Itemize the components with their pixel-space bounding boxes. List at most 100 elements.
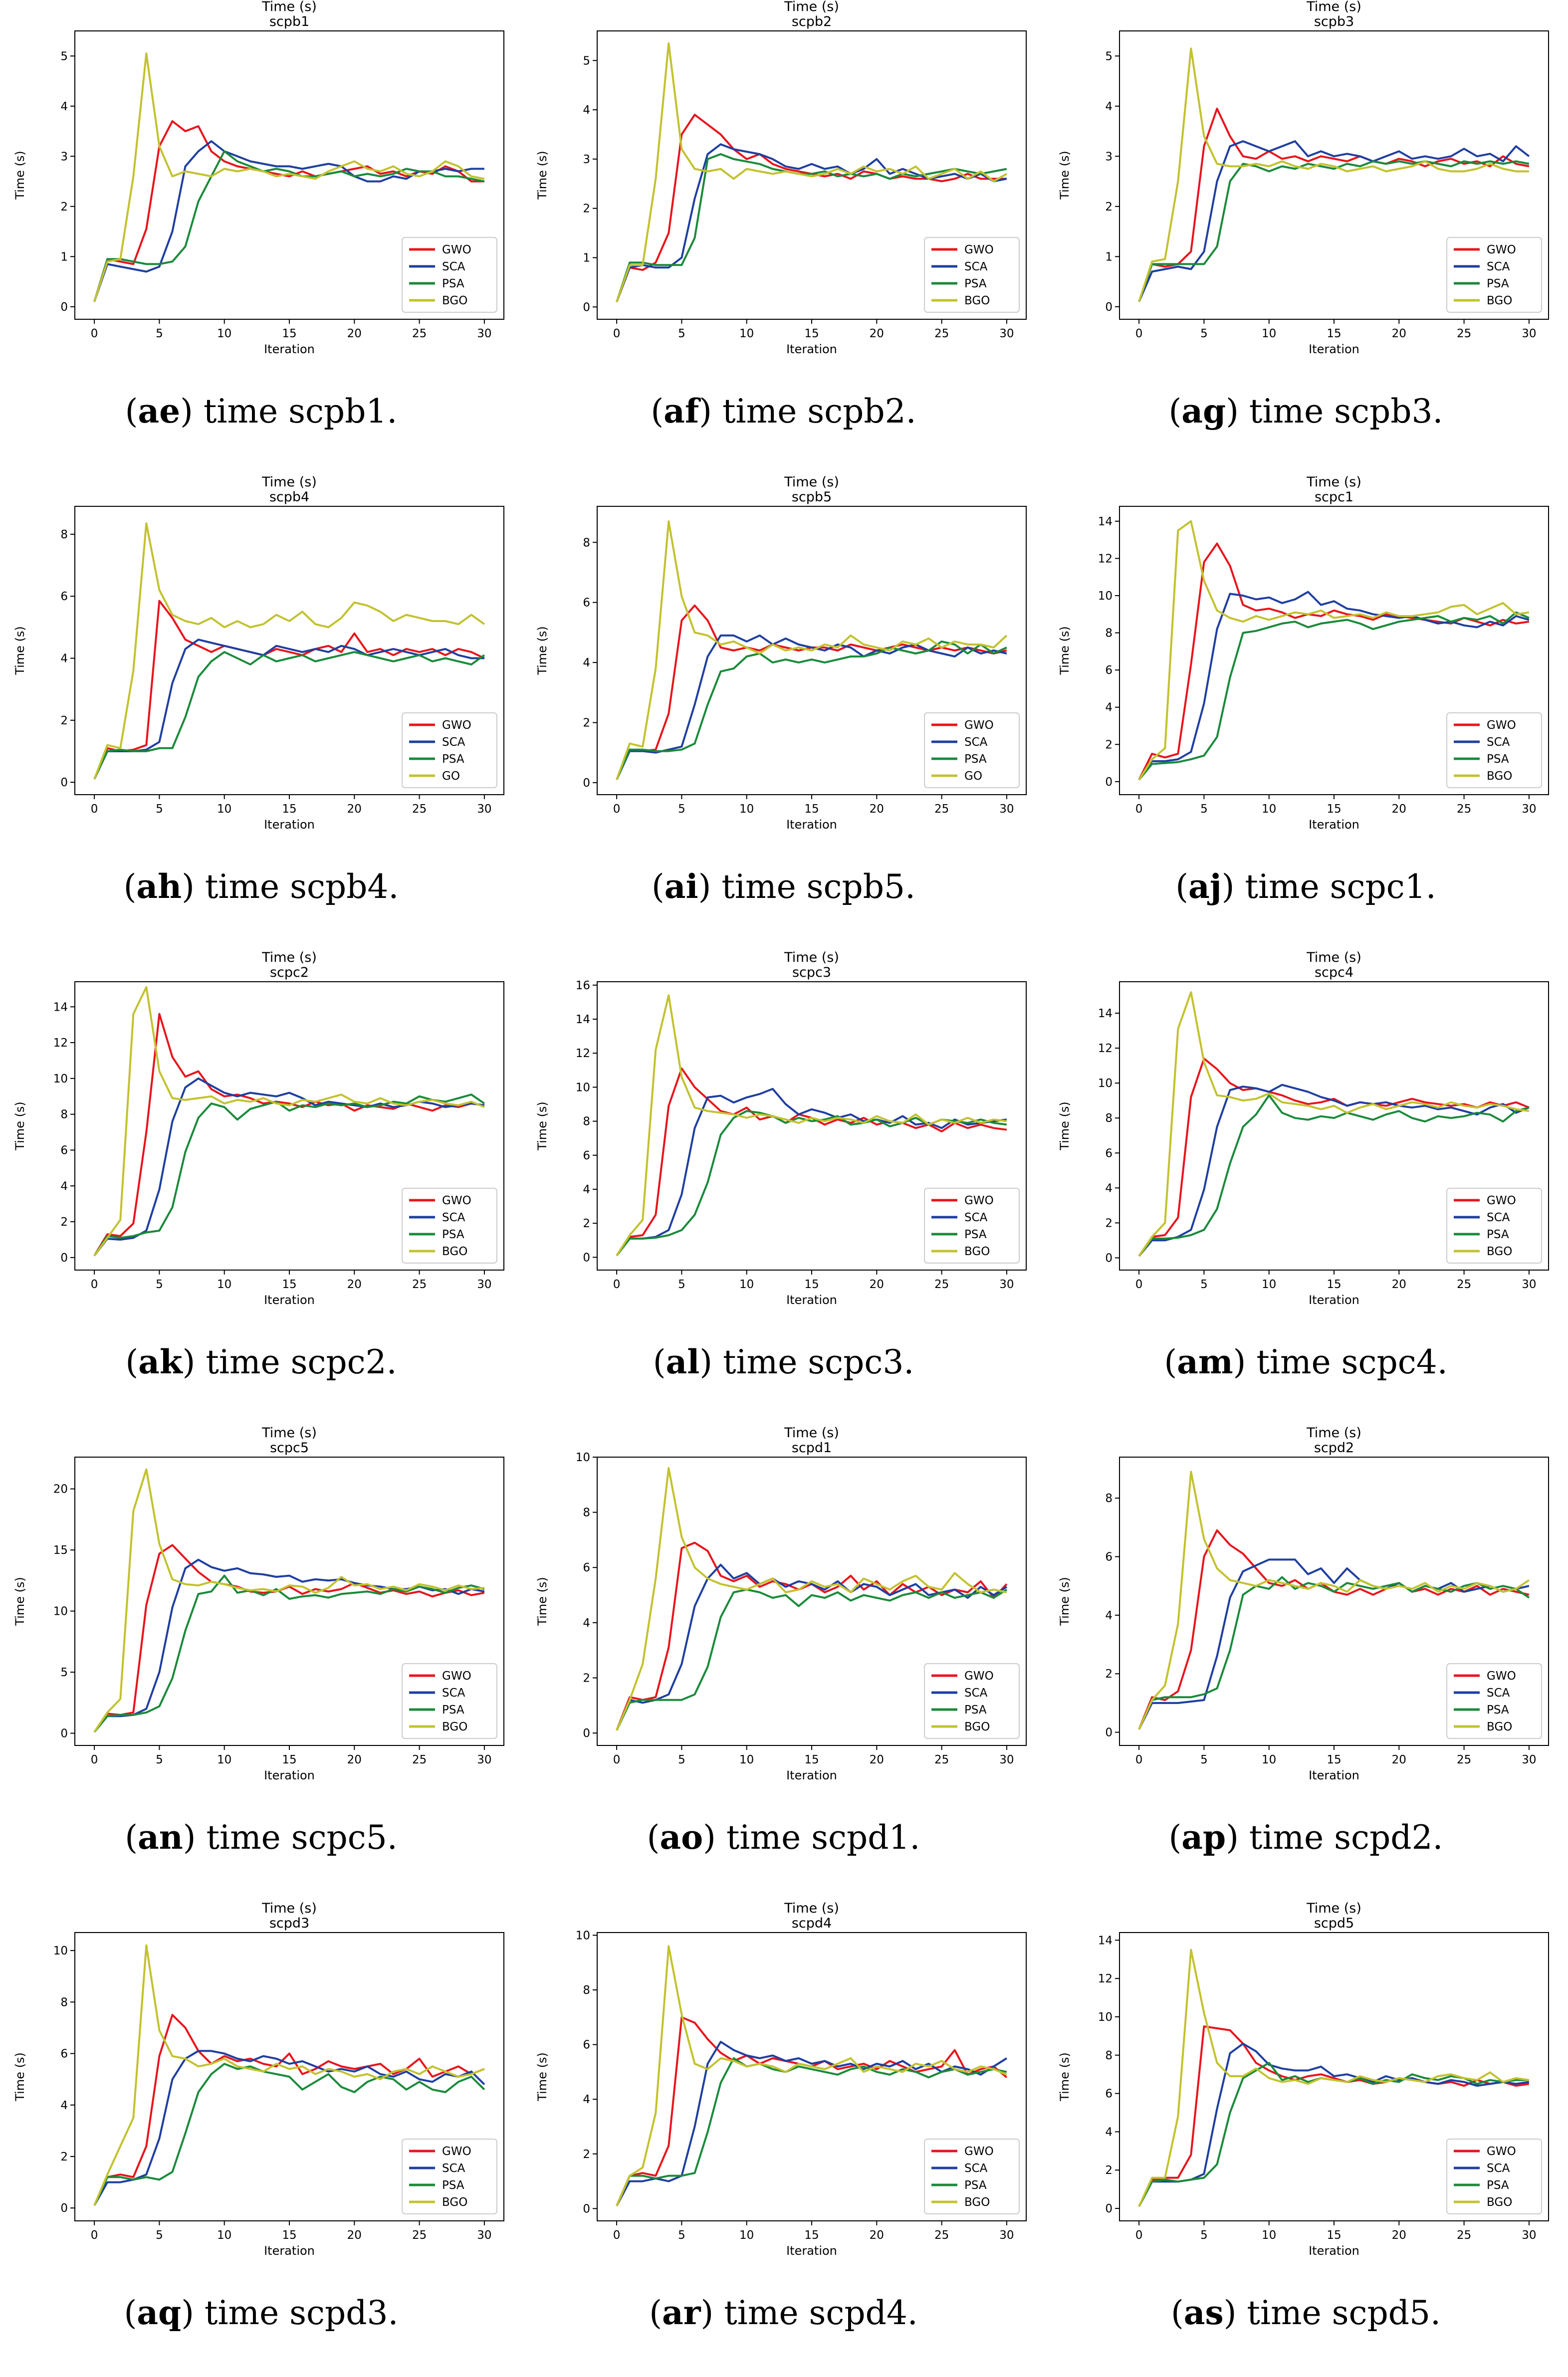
y-tick-label: 0 bbox=[60, 1252, 68, 1265]
chart-subtitle: scpb3 bbox=[1314, 14, 1354, 29]
x-tick-label: 0 bbox=[91, 1278, 98, 1291]
chart-subtitle: scpc3 bbox=[792, 965, 831, 980]
x-tick-label: 25 bbox=[934, 1278, 949, 1291]
y-tick-label: 10 bbox=[53, 1605, 68, 1618]
legend-label-bgo: BGO bbox=[442, 2196, 467, 2209]
legend-label-bgo: BGO bbox=[442, 1721, 467, 1733]
legend-label-psa: PSA bbox=[964, 753, 987, 766]
chart-subtitle: scpc5 bbox=[270, 1440, 309, 1456]
y-tick-label: 10 bbox=[576, 1081, 590, 1094]
legend-label-sca: SCA bbox=[1487, 260, 1510, 273]
legend-label-psa: PSA bbox=[1487, 1704, 1509, 1717]
legend: GWO SCA PSA BGO bbox=[1446, 712, 1542, 788]
legend-label-bgo: BGO bbox=[964, 1721, 990, 1733]
figure-caption-ar: (ar) time scpd4. bbox=[649, 2293, 918, 2332]
x-tick-label: 30 bbox=[999, 803, 1014, 816]
chart-title: Time (s) bbox=[1306, 951, 1361, 965]
caption-text: time scpd1. bbox=[726, 1818, 920, 1857]
y-tick-label: 2 bbox=[1105, 1217, 1113, 1230]
y-tick-label: 14 bbox=[1098, 515, 1113, 528]
y-tick-label: 6 bbox=[1105, 664, 1113, 677]
figure-caption-ai: (ai) time scpb5. bbox=[652, 867, 915, 906]
x-tick-label: 25 bbox=[934, 803, 949, 816]
legend-label-gwo: GWO bbox=[442, 2145, 471, 2158]
caption-text: time scpd3. bbox=[204, 2294, 399, 2332]
x-tick-label: 10 bbox=[217, 1753, 231, 1766]
y-tick-label: 2 bbox=[60, 714, 68, 727]
y-tick-label: 10 bbox=[576, 1929, 590, 1942]
legend-box bbox=[402, 1663, 497, 1739]
caption-letter: ao bbox=[660, 1818, 703, 1857]
legend-label-gwo: GWO bbox=[964, 243, 994, 256]
x-axis-label: Iteration bbox=[264, 2244, 315, 2258]
legend: GWO SCA PSA BGO bbox=[924, 237, 1020, 313]
x-tick-label: 15 bbox=[804, 2229, 819, 2242]
x-tick-label: 15 bbox=[282, 1753, 296, 1766]
y-tick-label: 2 bbox=[1105, 738, 1113, 751]
chart-panel-as: Time (s) scpd5 0 5 10 15 20 25 30 0 2 4 6 8 10 12 14 Iter… bbox=[1045, 1902, 1567, 2377]
legend-label-psa: PSA bbox=[1487, 753, 1509, 766]
x-tick-label: 25 bbox=[1457, 1753, 1471, 1766]
chart-panel-ag: Time (s) scpb3 0 5 10 15 20 25 30 0 1 2 3 4 5 Iteration… bbox=[1045, 0, 1567, 475]
series-line-sca bbox=[1138, 140, 1530, 302]
y-tick-label: 8 bbox=[60, 528, 68, 541]
legend: GWO SCA PSA BGO bbox=[402, 1188, 497, 1264]
x-tick-label: 20 bbox=[870, 1753, 884, 1766]
caption-letter: aj bbox=[1188, 867, 1222, 906]
y-tick-label: 0 bbox=[583, 1251, 590, 1264]
legend: GWO SCA PSA BGO bbox=[402, 237, 497, 313]
series-line-psa bbox=[616, 1588, 1007, 1731]
x-tick-label: 30 bbox=[477, 1278, 491, 1291]
chart-title: Time (s) bbox=[261, 0, 317, 14]
chart-subtitle: scpb1 bbox=[269, 14, 309, 29]
figure-caption-al: (al) time scpc3. bbox=[653, 1342, 914, 1381]
x-tick-label: 30 bbox=[1522, 327, 1536, 340]
legend-label-sca: SCA bbox=[442, 1211, 465, 1224]
x-tick-label: 20 bbox=[870, 1278, 884, 1291]
x-tick-label: 15 bbox=[282, 2229, 296, 2242]
series-line-bgo bbox=[616, 1467, 1007, 1731]
x-tick-label: 30 bbox=[1522, 803, 1536, 816]
x-tick-label: 10 bbox=[217, 803, 231, 816]
chart-title: Time (s) bbox=[1306, 1902, 1361, 1916]
chart-panel-af: Time (s) scpb2 0 5 10 15 20 25 30 0 1 2 3 4 5 Iteration… bbox=[522, 0, 1045, 475]
y-tick-label: 6 bbox=[583, 1561, 590, 1574]
x-tick-label: 0 bbox=[1135, 327, 1143, 340]
x-tick-label: 10 bbox=[739, 1278, 754, 1291]
chart-title: Time (s) bbox=[1306, 1426, 1361, 1441]
legend-label-psa: PSA bbox=[442, 1704, 464, 1717]
y-tick-label: 0 bbox=[583, 2202, 590, 2215]
series-line-sca bbox=[1138, 2042, 1530, 2207]
y-tick-label: 3 bbox=[583, 153, 590, 166]
chart-panel-aj: Time (s) scpc1 0 5 10 15 20 25 30 0 2 4 6 8 10 12 14 Iter… bbox=[1045, 475, 1567, 951]
legend: GWO SCA PSA BGO bbox=[1446, 2139, 1542, 2214]
y-tick-label: 1 bbox=[1105, 250, 1113, 263]
y-axis-label: Time (s) bbox=[13, 151, 27, 200]
series-line-go bbox=[616, 520, 1008, 780]
y-tick-label: 5 bbox=[583, 54, 590, 67]
y-tick-label: 6 bbox=[60, 2048, 68, 2061]
x-tick-label: 5 bbox=[1200, 1278, 1208, 1291]
chart-subtitle: scpb5 bbox=[792, 489, 832, 505]
x-tick-label: 25 bbox=[934, 327, 949, 340]
legend-box bbox=[924, 1663, 1020, 1739]
caption-text: time scpb3. bbox=[1249, 392, 1443, 431]
x-tick-label: 0 bbox=[613, 2229, 621, 2242]
series-line-sca bbox=[93, 2050, 485, 2206]
x-tick-label: 25 bbox=[1457, 2229, 1471, 2242]
legend-box bbox=[924, 712, 1020, 788]
x-tick-label: 5 bbox=[156, 2229, 163, 2242]
x-tick-label: 30 bbox=[999, 2229, 1014, 2242]
x-tick-label: 15 bbox=[1327, 1753, 1341, 1766]
caption-text: time scpc1. bbox=[1245, 867, 1436, 906]
x-tick-label: 0 bbox=[91, 1753, 98, 1766]
x-tick-label: 0 bbox=[91, 2229, 98, 2242]
y-tick-label: 0 bbox=[583, 301, 590, 314]
y-tick-label: 10 bbox=[1098, 1077, 1113, 1090]
y-tick-label: 0 bbox=[583, 1727, 590, 1740]
x-axis-label: Iteration bbox=[786, 818, 837, 832]
x-tick-label: 5 bbox=[156, 1278, 163, 1291]
